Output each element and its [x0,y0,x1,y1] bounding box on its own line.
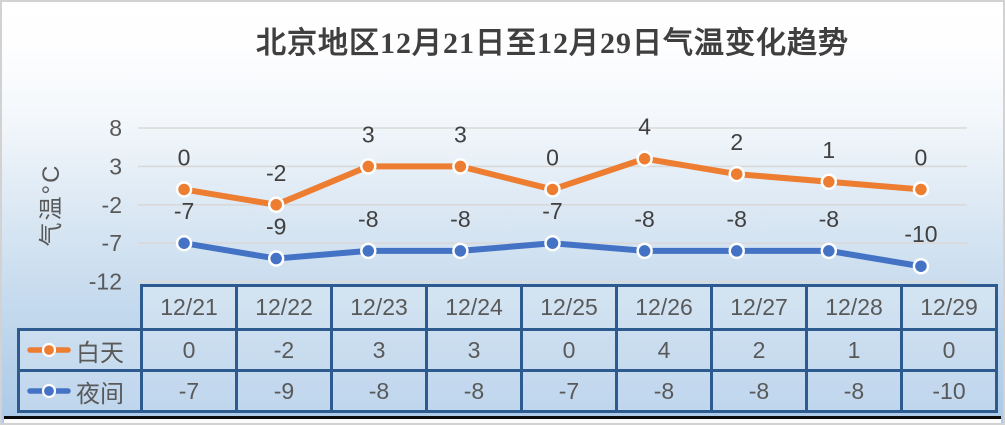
data-point-label: -7 [174,198,194,224]
data-point-label: -8 [819,206,839,232]
chart-title: 北京地区12月21日至12月29日气温变化趋势 [256,27,849,60]
data-point-marker [544,181,561,198]
legend-cell: 夜间 [17,369,143,413]
value-cell: 0 [520,328,618,372]
y-axis-tick-label: -12 [89,269,122,295]
night-series-legend-marker-icon [27,383,71,399]
day-series-legend-marker-icon [27,342,71,358]
data-point-label: -8 [450,206,470,232]
value-cell: -8 [710,369,808,413]
value-cell: -7 [140,369,238,413]
value-cell: -10 [900,369,998,413]
y-axis-tick-label: 3 [109,153,122,179]
date-header-cell: 12/23 [330,284,428,331]
data-point-label: -8 [358,206,378,232]
date-header-cell: 12/21 [140,284,238,331]
data-point-label: 4 [638,114,651,140]
value-cell: 4 [615,328,713,372]
legend-entry: 夜间 [20,374,140,409]
date-header-cell: 12/28 [805,284,903,331]
value-cell: 0 [140,328,238,372]
data-point-marker [728,242,745,260]
data-table: 12/21 12/22 12/23 12/24 12/25 12/26 12/27 12/28… [17,284,998,413]
data-point-marker [175,181,193,198]
value-cell: 0 [900,328,998,372]
data-point-marker [636,242,653,260]
legend-dot [41,383,57,399]
data-point-marker [636,150,653,167]
data-point-marker [360,158,377,175]
legend-label: 夜间 [76,380,124,408]
value-cell: 2 [710,328,808,372]
value-cell: -8 [425,369,523,413]
data-point-label: 1 [822,137,835,163]
table-header-row: 12/21 12/22 12/23 12/24 12/25 12/26 12/27 12/28… [19,284,998,331]
y-axis-tick-label: 8 [109,115,122,141]
data-point-label: 3 [362,121,375,147]
data-point-marker [544,234,561,252]
data-point-marker [267,250,285,267]
data-point-label: -8 [634,206,654,232]
value-cell: 3 [330,328,428,372]
table-corner-spacer [19,286,142,330]
data-point-label: 2 [730,129,743,155]
data-point-marker [267,196,285,214]
value-cell: 1 [805,328,903,372]
data-point-marker [728,165,745,183]
data-point-label: 3 [454,121,467,147]
date-header-cell: 12/29 [900,284,998,331]
data-point-label: -10 [904,221,937,247]
data-point-marker [912,181,930,198]
legend-label: 白天 [76,339,124,367]
data-point-marker [175,234,193,252]
data-point-marker [912,257,930,275]
value-cell: -9 [235,369,333,413]
date-header-cell: 12/22 [235,284,333,331]
data-point-marker [820,242,838,260]
night-series-row: 夜间 -7 -9 -8 -8 -7 -8 -8 -8 -10 [17,369,998,413]
value-cell: -8 [615,369,713,413]
data-point-marker [452,242,469,260]
data-point-label: -8 [726,206,746,232]
day-series-row: 白天 0 -2 3 3 0 4 2 1 0 [17,328,998,372]
value-cell: -8 [330,369,428,413]
data-point-label: 0 [178,144,191,170]
data-point-marker [452,158,469,175]
data-point-label: 0 [915,144,928,170]
value-cell: -2 [235,328,333,372]
date-header-cell: 12/27 [710,284,808,331]
bottom-margin [4,419,1001,423]
y-axis-tick-label: -2 [102,192,122,218]
y-axis-tick-label: -7 [102,230,122,256]
data-point-label: -9 [266,214,286,240]
value-cell: -7 [520,369,618,413]
value-cell: -8 [805,369,903,413]
bottom-divider-line [4,416,1001,419]
data-point-label: -7 [542,198,562,224]
data-point-label: 0 [546,144,559,170]
date-header-cell: 12/24 [425,284,523,331]
legend-entry: 白天 [20,333,140,368]
legend-cell: 白天 [17,328,143,372]
data-point-label: -2 [266,160,286,186]
legend-dot [41,342,57,358]
value-cell: 3 [425,328,523,372]
data-point-marker [360,242,377,260]
date-header-cell: 12/25 [520,284,618,331]
y-axis-title: 气温°C [38,164,65,247]
date-header-cell: 12/26 [615,284,713,331]
data-point-marker [820,173,838,191]
